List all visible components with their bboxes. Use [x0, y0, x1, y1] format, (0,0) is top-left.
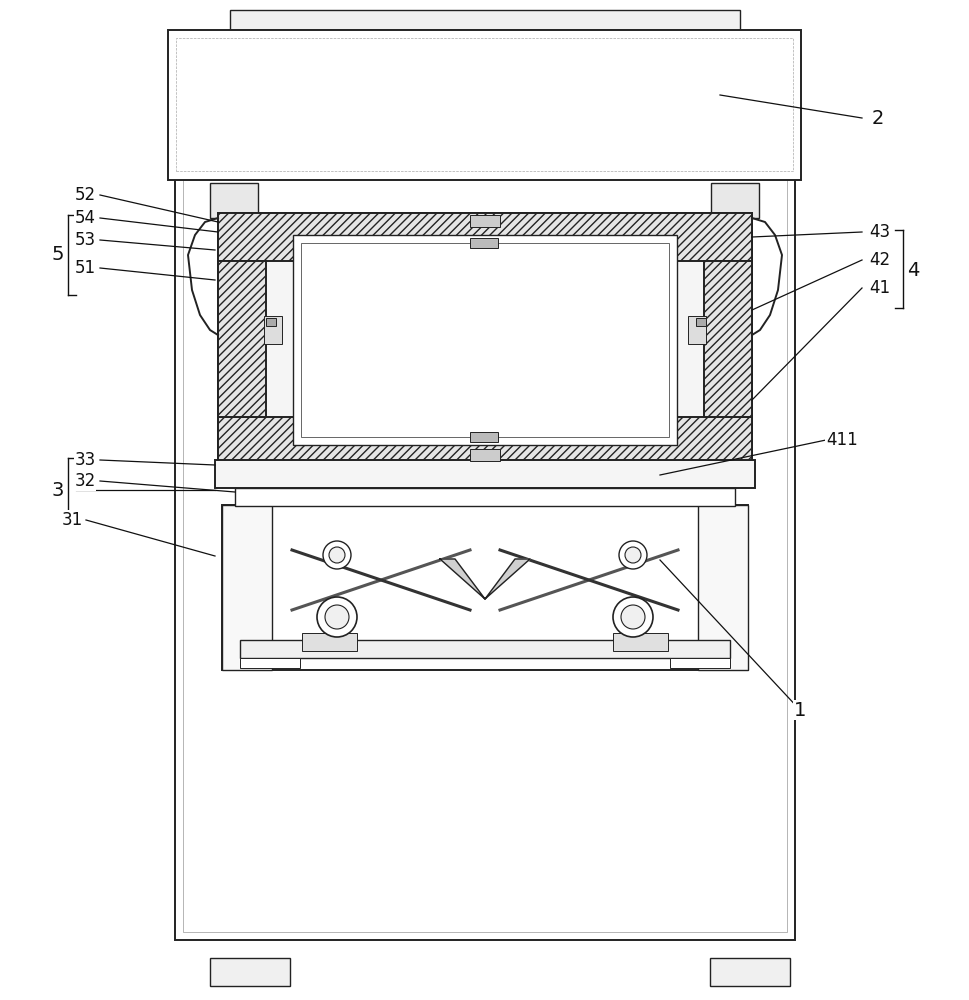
Text: 32: 32: [75, 472, 96, 490]
Text: 41: 41: [869, 279, 891, 297]
Bar: [712, 463, 750, 478]
Circle shape: [325, 605, 349, 629]
Text: 54: 54: [75, 209, 96, 227]
Bar: [235, 488, 735, 506]
Bar: [301, 243, 669, 437]
Bar: [670, 658, 730, 668]
Bar: [470, 449, 500, 461]
Bar: [470, 432, 498, 442]
Bar: [266, 318, 276, 326]
Circle shape: [323, 541, 351, 569]
Bar: [175, 85, 795, 940]
Text: 43: 43: [869, 223, 891, 241]
Bar: [470, 238, 498, 248]
Circle shape: [329, 547, 345, 563]
Bar: [711, 183, 759, 218]
Bar: [240, 658, 300, 668]
Circle shape: [317, 597, 357, 637]
Bar: [218, 213, 752, 463]
Bar: [220, 463, 258, 478]
Bar: [240, 640, 730, 658]
Bar: [222, 505, 272, 670]
Bar: [293, 235, 677, 445]
Text: 53: 53: [75, 231, 96, 249]
Bar: [218, 417, 752, 463]
Bar: [264, 316, 282, 344]
Circle shape: [619, 541, 647, 569]
Bar: [302, 633, 357, 651]
Bar: [710, 958, 790, 986]
Text: 411: 411: [827, 431, 858, 449]
Text: 51: 51: [75, 259, 96, 277]
Circle shape: [621, 605, 645, 629]
Bar: [215, 460, 755, 488]
Bar: [222, 505, 748, 670]
Text: 52: 52: [75, 186, 96, 204]
Circle shape: [613, 597, 653, 637]
Text: 42: 42: [869, 251, 891, 269]
Circle shape: [625, 547, 641, 563]
Bar: [210, 183, 258, 218]
Bar: [183, 93, 787, 932]
Text: 1: 1: [794, 700, 806, 720]
Bar: [210, 958, 290, 986]
Bar: [696, 318, 706, 326]
Bar: [704, 261, 752, 417]
Bar: [218, 261, 266, 417]
Bar: [176, 38, 793, 171]
Bar: [613, 633, 668, 651]
Polygon shape: [440, 559, 530, 599]
Text: 31: 31: [61, 511, 82, 529]
Text: 5: 5: [51, 245, 64, 264]
Bar: [218, 213, 752, 261]
Text: 33: 33: [75, 451, 96, 469]
Bar: [168, 30, 801, 180]
Text: 3: 3: [51, 481, 64, 499]
Text: 2: 2: [872, 108, 884, 127]
Bar: [230, 10, 740, 30]
Text: 4: 4: [907, 260, 920, 279]
Bar: [688, 316, 706, 344]
Bar: [698, 505, 748, 670]
Bar: [470, 215, 500, 227]
